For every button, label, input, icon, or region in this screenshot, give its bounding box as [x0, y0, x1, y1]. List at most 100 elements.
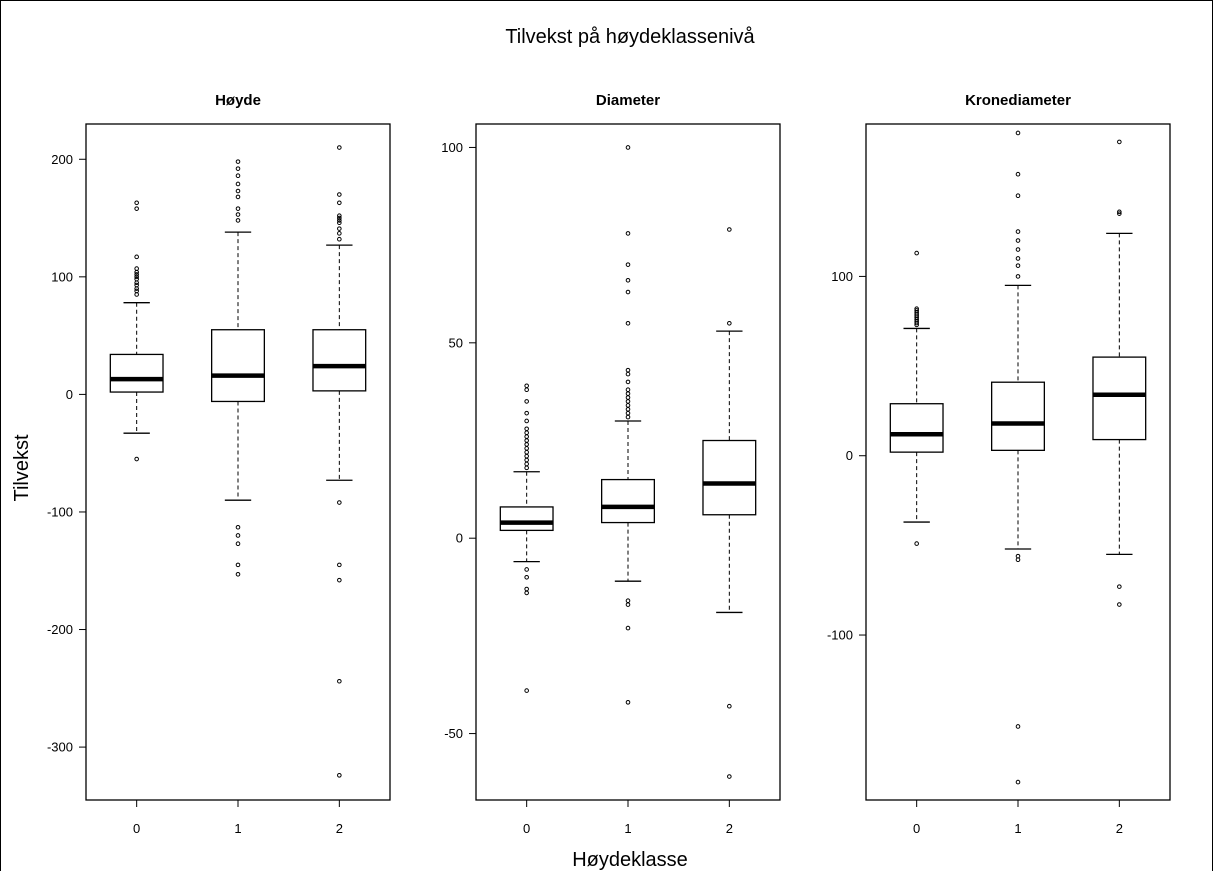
x-tick-label: 0 [913, 821, 920, 836]
outlier-point [625, 414, 631, 420]
outlier-point [235, 541, 241, 547]
outlier-point [337, 213, 342, 219]
outlier-point [524, 453, 529, 459]
outlier-point [524, 586, 529, 592]
outlier-point [1117, 211, 1122, 216]
outlier-point [524, 446, 529, 451]
outlier-point [1015, 724, 1021, 729]
outlier-point [524, 438, 529, 443]
box-0 [889, 250, 944, 546]
outlier-point [625, 625, 631, 631]
outlier-point [524, 688, 529, 693]
y-tick-label: -200 [47, 622, 73, 637]
outlier-point [727, 227, 732, 232]
outlier-point [1015, 238, 1021, 243]
outlier-point [727, 774, 732, 779]
outlier-point [914, 541, 919, 546]
outlier-point [1117, 602, 1122, 607]
y-tick-label: 100 [831, 269, 853, 284]
outlier-point [1015, 193, 1021, 199]
y-tick-label: -100 [47, 504, 73, 519]
outlier-point [625, 602, 631, 607]
outlier-point [524, 574, 529, 580]
outlier-point [337, 678, 342, 684]
outlier-point [1117, 209, 1122, 215]
panel-1: Diameter -50 0 50 100 0 1 2 [441, 92, 781, 836]
outlier-point [625, 145, 631, 150]
outlier-point [625, 379, 631, 385]
outlier-point [625, 278, 631, 283]
outlier-point [524, 383, 529, 389]
outlier-point [914, 308, 919, 313]
outlier-point [524, 442, 529, 447]
iqr-box [312, 329, 367, 392]
outlier-point [134, 276, 139, 282]
outlier-point [235, 159, 241, 164]
outlier-point [1015, 247, 1021, 252]
outlier-point [625, 399, 631, 404]
iqr-box [702, 439, 757, 516]
iqr-box [499, 506, 554, 532]
outlier-point [524, 387, 529, 393]
outlier-point [1015, 229, 1021, 234]
box-1 [601, 145, 655, 705]
outlier-point [625, 406, 631, 412]
iqr-box [1092, 356, 1147, 441]
outlier-point [235, 194, 241, 200]
y-tick-label: 0 [456, 531, 463, 546]
x-tick-label: 2 [1116, 821, 1123, 836]
outlier-point [235, 571, 241, 577]
outlier-point [625, 598, 631, 604]
y-tick-label: 0 [846, 448, 853, 463]
iqr-box [109, 353, 164, 393]
x-tick-label: 0 [523, 821, 530, 836]
box-1 [211, 159, 265, 577]
outlier-point [625, 387, 631, 393]
outlier-point [524, 410, 529, 416]
outlier-point [625, 367, 631, 373]
outlier-point [625, 391, 631, 396]
outlier-point [524, 434, 529, 439]
outlier-point [134, 282, 139, 288]
x-tick-label: 1 [624, 821, 631, 836]
outlier-point [235, 524, 241, 530]
box-0 [499, 383, 554, 693]
outlier-point [625, 231, 631, 236]
outlier-point [235, 562, 241, 568]
outlier-point [524, 449, 529, 455]
figure-title: Tilvekst på høydeklassenivå [505, 26, 755, 48]
outlier-point [1015, 263, 1021, 268]
outlier-point [524, 430, 529, 435]
iqr-box [601, 478, 655, 524]
outlier-point [235, 533, 241, 538]
outlier-point [524, 590, 529, 596]
panel-2: Kronediameter -100 0 100 0 1 2 [827, 92, 1171, 836]
outlier-point [337, 562, 342, 568]
outlier-point [235, 188, 241, 194]
outlier-point [1015, 553, 1021, 559]
panel-0: Høyde -300 -200 -100 0 100 200 0 1 2 [47, 92, 391, 836]
outlier-point [235, 218, 241, 223]
outlier-point [625, 320, 631, 326]
y-tick-label: 100 [51, 269, 73, 284]
outlier-point [235, 173, 241, 179]
outlier-point [337, 500, 342, 505]
outlier-point [235, 206, 241, 211]
outlier-point [337, 236, 342, 242]
y-tick-label: 0 [66, 387, 73, 402]
outlier-point [524, 418, 529, 424]
outlier-point [625, 410, 631, 416]
y-tick-label: 200 [51, 152, 73, 167]
outlier-point [337, 577, 342, 583]
outlier-point [1015, 557, 1021, 563]
box-1 [991, 130, 1045, 785]
y-tick-label: 50 [449, 335, 463, 350]
outlier-point [235, 212, 241, 217]
outlier-point [524, 426, 529, 432]
box-2 [1092, 139, 1147, 607]
outlier-point [1117, 139, 1122, 145]
iqr-box [211, 329, 265, 403]
outlier-point [1015, 274, 1021, 279]
x-tick-label: 2 [726, 821, 733, 836]
